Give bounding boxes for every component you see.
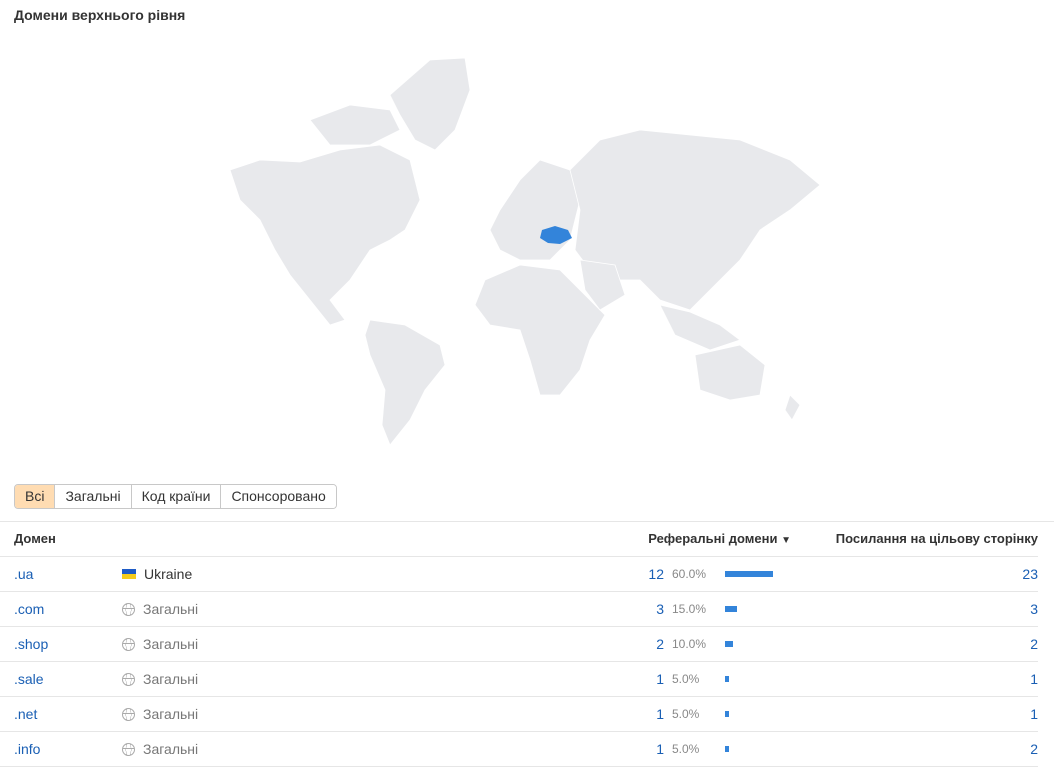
domain-link[interactable]: .net bbox=[14, 706, 38, 722]
domain-type-label: Загальні bbox=[143, 741, 199, 757]
header-target-links[interactable]: Посилання на цільову сторінку bbox=[835, 531, 1038, 546]
target-links-count[interactable]: 2 bbox=[1030, 741, 1038, 757]
target-links-count[interactable]: 3 bbox=[1030, 601, 1038, 617]
table-row: .sale Загальні 1 5.0% 1 bbox=[0, 662, 1038, 697]
referring-domains-count[interactable]: 12 bbox=[648, 566, 664, 582]
caret-down-icon: ▼ bbox=[781, 535, 791, 546]
referring-domains-percent: 60.0% bbox=[672, 567, 707, 581]
target-links-count[interactable]: 1 bbox=[1030, 671, 1038, 687]
domain-type: Загальні bbox=[122, 662, 198, 696]
tab-sponsored[interactable]: Спонсоровано bbox=[221, 485, 336, 508]
referring-domains-percent: 5.0% bbox=[672, 672, 700, 686]
domain-type-label: Ukraine bbox=[144, 566, 193, 582]
table-row: .info Загальні 1 5.0% 2 bbox=[0, 732, 1038, 767]
greenland bbox=[389, 57, 471, 151]
referring-domains-count[interactable]: 2 bbox=[656, 636, 664, 652]
domain-link[interactable]: .com bbox=[14, 601, 45, 617]
south-east-asia bbox=[659, 304, 741, 351]
domain-link[interactable]: .info bbox=[14, 741, 41, 757]
domain-link[interactable]: .ua bbox=[14, 566, 34, 582]
target-links-count[interactable]: 23 bbox=[1022, 566, 1038, 582]
domain-link[interactable]: .shop bbox=[14, 636, 49, 652]
section-title: Домени верхнього рівня bbox=[14, 7, 186, 23]
domain-type-label: Загальні bbox=[143, 636, 199, 652]
domain-type: Загальні bbox=[122, 592, 198, 626]
ukraine-region bbox=[540, 226, 572, 244]
referring-domains-percent: 5.0% bbox=[672, 707, 700, 721]
domain-type-label: Загальні bbox=[143, 671, 199, 687]
share-bar bbox=[725, 571, 773, 577]
header-ref-label: Реферальні домени bbox=[648, 531, 778, 546]
referring-domains-count[interactable]: 3 bbox=[656, 601, 664, 617]
globe-icon bbox=[122, 637, 135, 651]
domain-type: Загальні bbox=[122, 697, 198, 731]
referring-domains-percent: 15.0% bbox=[672, 602, 707, 616]
share-bar bbox=[725, 711, 729, 717]
domain-type-label: Загальні bbox=[143, 601, 199, 617]
header-referring-domains[interactable]: Реферальні домени ▼ bbox=[648, 522, 791, 558]
domain-link[interactable]: .sale bbox=[14, 671, 44, 687]
table-row: .shop Загальні 2 10.0% 2 bbox=[0, 627, 1038, 662]
world-map bbox=[229, 57, 821, 446]
tld-table: Домен Реферальні домени ▼ Посилання на ц… bbox=[0, 521, 1054, 767]
australia bbox=[694, 344, 766, 401]
share-bar bbox=[725, 676, 729, 682]
north-america bbox=[229, 144, 421, 326]
domain-type: Ukraine bbox=[122, 557, 192, 591]
share-bar bbox=[725, 746, 729, 752]
table-header: Домен Реферальні домени ▼ Посилання на ц… bbox=[0, 522, 1038, 557]
referring-domains-count[interactable]: 1 bbox=[656, 706, 664, 722]
europe bbox=[489, 159, 581, 261]
referring-domains-count[interactable]: 1 bbox=[656, 671, 664, 687]
ukraine-flag-icon bbox=[122, 569, 136, 579]
referring-domains-count[interactable]: 1 bbox=[656, 741, 664, 757]
africa bbox=[474, 264, 606, 396]
globe-icon bbox=[122, 742, 135, 756]
table-row: .ua Ukraine 12 60.0% 23 bbox=[0, 557, 1038, 592]
share-bar bbox=[725, 641, 733, 647]
referring-domains-percent: 5.0% bbox=[672, 742, 700, 756]
referring-domains-percent: 10.0% bbox=[672, 637, 707, 651]
tab-all[interactable]: Всі bbox=[15, 485, 56, 508]
globe-icon bbox=[122, 707, 135, 721]
header-domain: Домен bbox=[14, 531, 56, 546]
domain-type: Загальні bbox=[122, 732, 198, 766]
tab-country-code[interactable]: Код країни bbox=[131, 485, 222, 508]
globe-icon bbox=[122, 672, 135, 686]
tab-generic[interactable]: Загальні bbox=[55, 485, 132, 508]
middle-east bbox=[579, 259, 626, 311]
domain-type-tabs: Всі Загальні Код країни Спонсоровано bbox=[14, 484, 337, 509]
target-links-count[interactable]: 2 bbox=[1030, 636, 1038, 652]
south-america bbox=[364, 319, 446, 446]
new-zealand bbox=[784, 394, 801, 421]
table-row: .com Загальні 3 15.0% 3 bbox=[0, 592, 1038, 627]
domain-type-label: Загальні bbox=[143, 706, 199, 722]
share-bar bbox=[725, 606, 737, 612]
domain-type: Загальні bbox=[122, 627, 198, 661]
globe-icon bbox=[122, 602, 135, 616]
table-row: .net Загальні 1 5.0% 1 bbox=[0, 697, 1038, 732]
target-links-count[interactable]: 1 bbox=[1030, 706, 1038, 722]
arctic-islands bbox=[309, 104, 401, 146]
